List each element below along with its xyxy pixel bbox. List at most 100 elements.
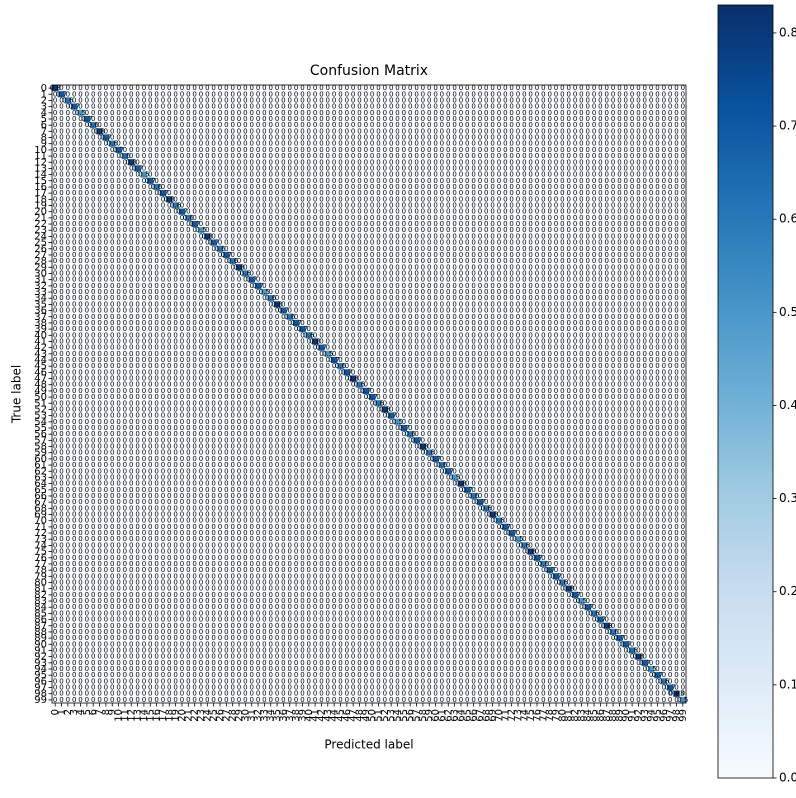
cell bbox=[58, 103, 65, 111]
y-axis-label: True label bbox=[10, 365, 24, 424]
cell bbox=[540, 103, 547, 111]
cell bbox=[204, 91, 211, 98]
cell bbox=[292, 91, 300, 98]
cell bbox=[140, 91, 148, 98]
cell bbox=[438, 91, 446, 98]
cell bbox=[64, 97, 72, 104]
cell bbox=[153, 103, 161, 111]
cell bbox=[172, 115, 180, 123]
cell bbox=[229, 97, 237, 104]
cell bbox=[628, 97, 636, 104]
cell bbox=[330, 97, 338, 104]
cell bbox=[559, 85, 566, 92]
cell bbox=[242, 109, 249, 117]
cell bbox=[223, 91, 230, 98]
cell bbox=[235, 109, 243, 117]
cell bbox=[673, 91, 680, 98]
cell bbox=[166, 97, 173, 104]
cell bbox=[552, 109, 560, 117]
cell bbox=[185, 115, 192, 123]
cell bbox=[197, 97, 205, 104]
cell bbox=[191, 91, 199, 98]
cell bbox=[90, 103, 97, 111]
cell bbox=[235, 115, 243, 123]
cell bbox=[71, 91, 78, 98]
cell bbox=[476, 103, 484, 111]
cell bbox=[679, 97, 687, 104]
cell bbox=[666, 85, 674, 92]
cell bbox=[96, 103, 104, 111]
cell bbox=[140, 97, 148, 104]
cell bbox=[286, 103, 294, 111]
chart-title: Confusion Matrix bbox=[310, 63, 428, 79]
cell bbox=[280, 85, 287, 92]
cell bbox=[90, 91, 97, 98]
cell bbox=[197, 109, 205, 117]
cell bbox=[590, 85, 598, 92]
cell bbox=[267, 103, 275, 111]
cell bbox=[660, 109, 668, 117]
cell bbox=[204, 97, 211, 104]
cell bbox=[153, 109, 161, 117]
cell bbox=[216, 85, 224, 92]
cell bbox=[204, 115, 211, 123]
cell bbox=[476, 109, 484, 117]
cell bbox=[489, 91, 497, 98]
cell bbox=[432, 103, 440, 111]
cell bbox=[565, 103, 573, 111]
cell bbox=[628, 103, 636, 111]
cell bbox=[565, 85, 573, 92]
cell bbox=[102, 103, 110, 111]
cell bbox=[248, 97, 256, 104]
cell bbox=[337, 109, 344, 117]
cell bbox=[280, 109, 287, 117]
cell bbox=[121, 103, 129, 111]
cell bbox=[552, 85, 560, 92]
cell bbox=[191, 109, 199, 117]
cell bbox=[140, 109, 148, 117]
cell bbox=[349, 109, 357, 117]
cell bbox=[438, 103, 446, 111]
cell bbox=[495, 109, 503, 117]
cell bbox=[438, 109, 446, 117]
cell bbox=[628, 85, 636, 92]
cell bbox=[413, 103, 421, 111]
cell bbox=[52, 91, 59, 98]
cell bbox=[489, 97, 497, 104]
cell bbox=[311, 103, 319, 111]
cell bbox=[83, 97, 91, 104]
cell bbox=[178, 109, 186, 117]
cell bbox=[413, 85, 421, 92]
cell bbox=[495, 103, 503, 111]
cell bbox=[349, 103, 357, 111]
cell bbox=[552, 91, 560, 98]
cell bbox=[128, 109, 135, 117]
cell bbox=[191, 85, 199, 92]
cell bbox=[464, 109, 471, 117]
cell bbox=[546, 91, 554, 98]
cell bbox=[153, 85, 161, 92]
cell bbox=[235, 97, 243, 104]
cell bbox=[597, 97, 604, 104]
cell bbox=[90, 115, 97, 123]
cell bbox=[172, 91, 180, 98]
cell bbox=[210, 91, 218, 98]
cell bbox=[267, 97, 275, 104]
cell bbox=[388, 85, 395, 92]
cell bbox=[660, 103, 668, 111]
cell bbox=[223, 97, 230, 104]
cell bbox=[394, 85, 401, 92]
cell bbox=[502, 109, 509, 117]
cell bbox=[305, 85, 313, 92]
cell bbox=[540, 97, 547, 104]
cell bbox=[324, 91, 332, 98]
cell bbox=[267, 115, 275, 123]
cell bbox=[394, 97, 401, 104]
cell bbox=[147, 115, 154, 123]
cell bbox=[64, 91, 72, 98]
cell bbox=[178, 91, 186, 98]
cell bbox=[362, 97, 370, 104]
cell bbox=[77, 97, 84, 104]
cell bbox=[273, 85, 281, 92]
cell bbox=[369, 91, 376, 98]
